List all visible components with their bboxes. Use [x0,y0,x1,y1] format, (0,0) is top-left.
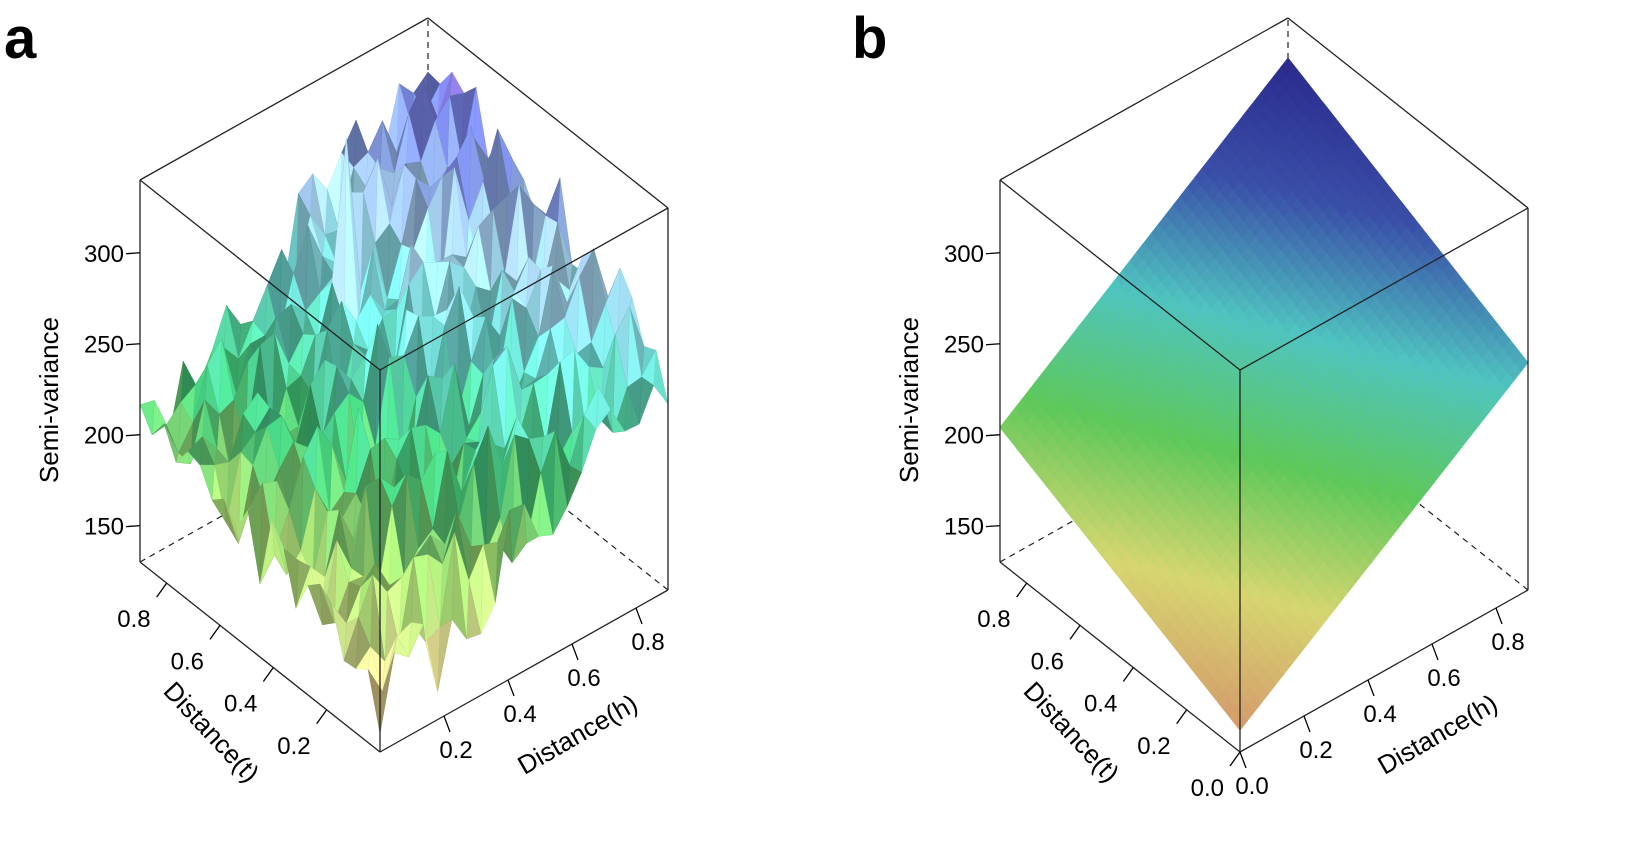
h-tick-mark [1303,715,1311,733]
surface-facet [355,646,371,670]
h-tick-label: 0.8 [1491,629,1524,656]
z-tick-label: 150 [944,514,984,541]
t-tick-mark [1069,624,1081,640]
z-tick-label: 300 [944,241,984,268]
h-tick-label: 0.4 [503,701,536,728]
h-tick-mark [1431,643,1439,661]
panel-a: a 150 200 250 300 0.2 0.4 0.6 0.8 0.2 0.4 0.6 0.8 S… [4,6,669,788]
t-tick-label: 0.4 [224,691,257,718]
t-tick-label: 0.2 [277,733,310,760]
t-tick-label: 0.0 [1191,775,1224,802]
surface-facet [151,423,167,436]
ticks-b: 150 200 250 300 0.0 0.2 0.4 0.6 0.8 0.0 0.2 0.4 0.6 0… [944,241,1525,802]
box-edge-front-h [1239,589,1529,753]
surface-facet [343,617,359,670]
surface-a [139,71,669,734]
t-tick-label: 0.8 [977,606,1010,633]
h-tick-label: 0.6 [567,665,600,692]
surface-facet [283,548,299,609]
z-tick-mark [985,434,1001,437]
z-tick-label: 200 [84,423,124,450]
t-tick-label: 0.8 [117,606,150,633]
z-tick-label: 200 [944,423,984,450]
front-box-a [139,17,669,753]
t-tick-label: 0.4 [1084,691,1117,718]
surface-facet [295,566,311,609]
z-tick-mark [985,524,1001,528]
h-tick-mark [1495,607,1503,625]
surface-facet [271,518,287,575]
surface-b [999,57,1529,731]
t-tick-mark [156,582,168,598]
surface-facet [545,177,561,224]
surface-facet [307,583,323,625]
surface-facet [367,669,383,734]
t-tick-mark [1016,582,1028,598]
z-tick-label: 250 [84,332,124,359]
surface-facet [199,464,215,501]
h-tick-label: 0.2 [1299,737,1332,764]
z-tick-label: 300 [84,241,124,268]
box-edge-top-back-t [999,17,1289,181]
surface-facet [211,498,227,524]
z-tick-mark [985,252,1001,255]
box-edge-top-back-t [139,17,429,181]
box-edge-front-h [379,589,669,753]
z-axis-label-b: Semi-variance [894,317,924,483]
box-edge-top-h [1239,207,1529,371]
z-tick-mark [125,343,141,346]
surface-facet [175,450,191,465]
surface-facet [187,436,203,466]
t-tick-mark [316,709,328,725]
z-tick-mark [125,434,141,437]
h-tick-label: 0.2 [439,737,472,764]
h-tick-mark [1239,751,1247,769]
z-tick-label: 250 [944,332,984,359]
z-axis-label-a: Semi-variance [34,317,64,483]
panel-b-letter: b [852,6,887,71]
panel-b: b 150 200 250 300 0.0 0.2 0.4 0.6 0.8 0.0 0.2 0.4 0.… [852,6,1529,802]
t-tick-mark [262,667,274,682]
h-tick-mark [507,679,515,697]
panel-a-letter: a [4,6,37,71]
box-edge-front-t [999,561,1241,753]
h-tick-label: 0.6 [1427,665,1460,692]
z-tick-mark [985,343,1001,346]
box-edge-top-t [999,179,1241,371]
h-tick-mark [635,607,643,625]
surface-facet [319,583,335,623]
h-tick-mark [571,643,579,661]
h-tick-label: 0.0 [1235,773,1268,800]
ticks-a: 150 200 250 300 0.2 0.4 0.6 0.8 0.2 0.4 0.6 0.8 [84,241,665,764]
h-tick-mark [1367,679,1375,697]
z-tick-mark [125,524,141,528]
t-tick-mark [1176,709,1188,725]
box-edge-top-t [139,179,381,371]
surface-facet [259,518,275,584]
box-edge-top-back-h [427,17,669,209]
t-tick-label: 0.6 [171,648,204,675]
surface-facet [653,350,669,405]
box-edge-top-h [379,207,669,371]
z-tick-label: 150 [84,514,124,541]
h-tick-label: 0.8 [631,629,664,656]
t-tick-mark [209,624,221,640]
surface-facet [247,483,263,584]
box-edge-top-back-h [1287,17,1529,209]
t-tick-label: 0.6 [1031,648,1064,675]
t-tick-mark [1122,667,1134,682]
surface-facet [223,499,239,544]
surface-facet [139,400,155,436]
front-box-b [999,17,1529,753]
t-tick-mark [1229,751,1241,767]
surface-facet [331,604,347,661]
h-tick-mark [443,715,451,733]
t-tick-label: 0.2 [1137,733,1170,760]
z-tick-mark [125,252,141,255]
surface-facet [163,423,179,463]
box-edge-front-t [139,561,381,753]
h-tick-label: 0.4 [1363,701,1396,728]
